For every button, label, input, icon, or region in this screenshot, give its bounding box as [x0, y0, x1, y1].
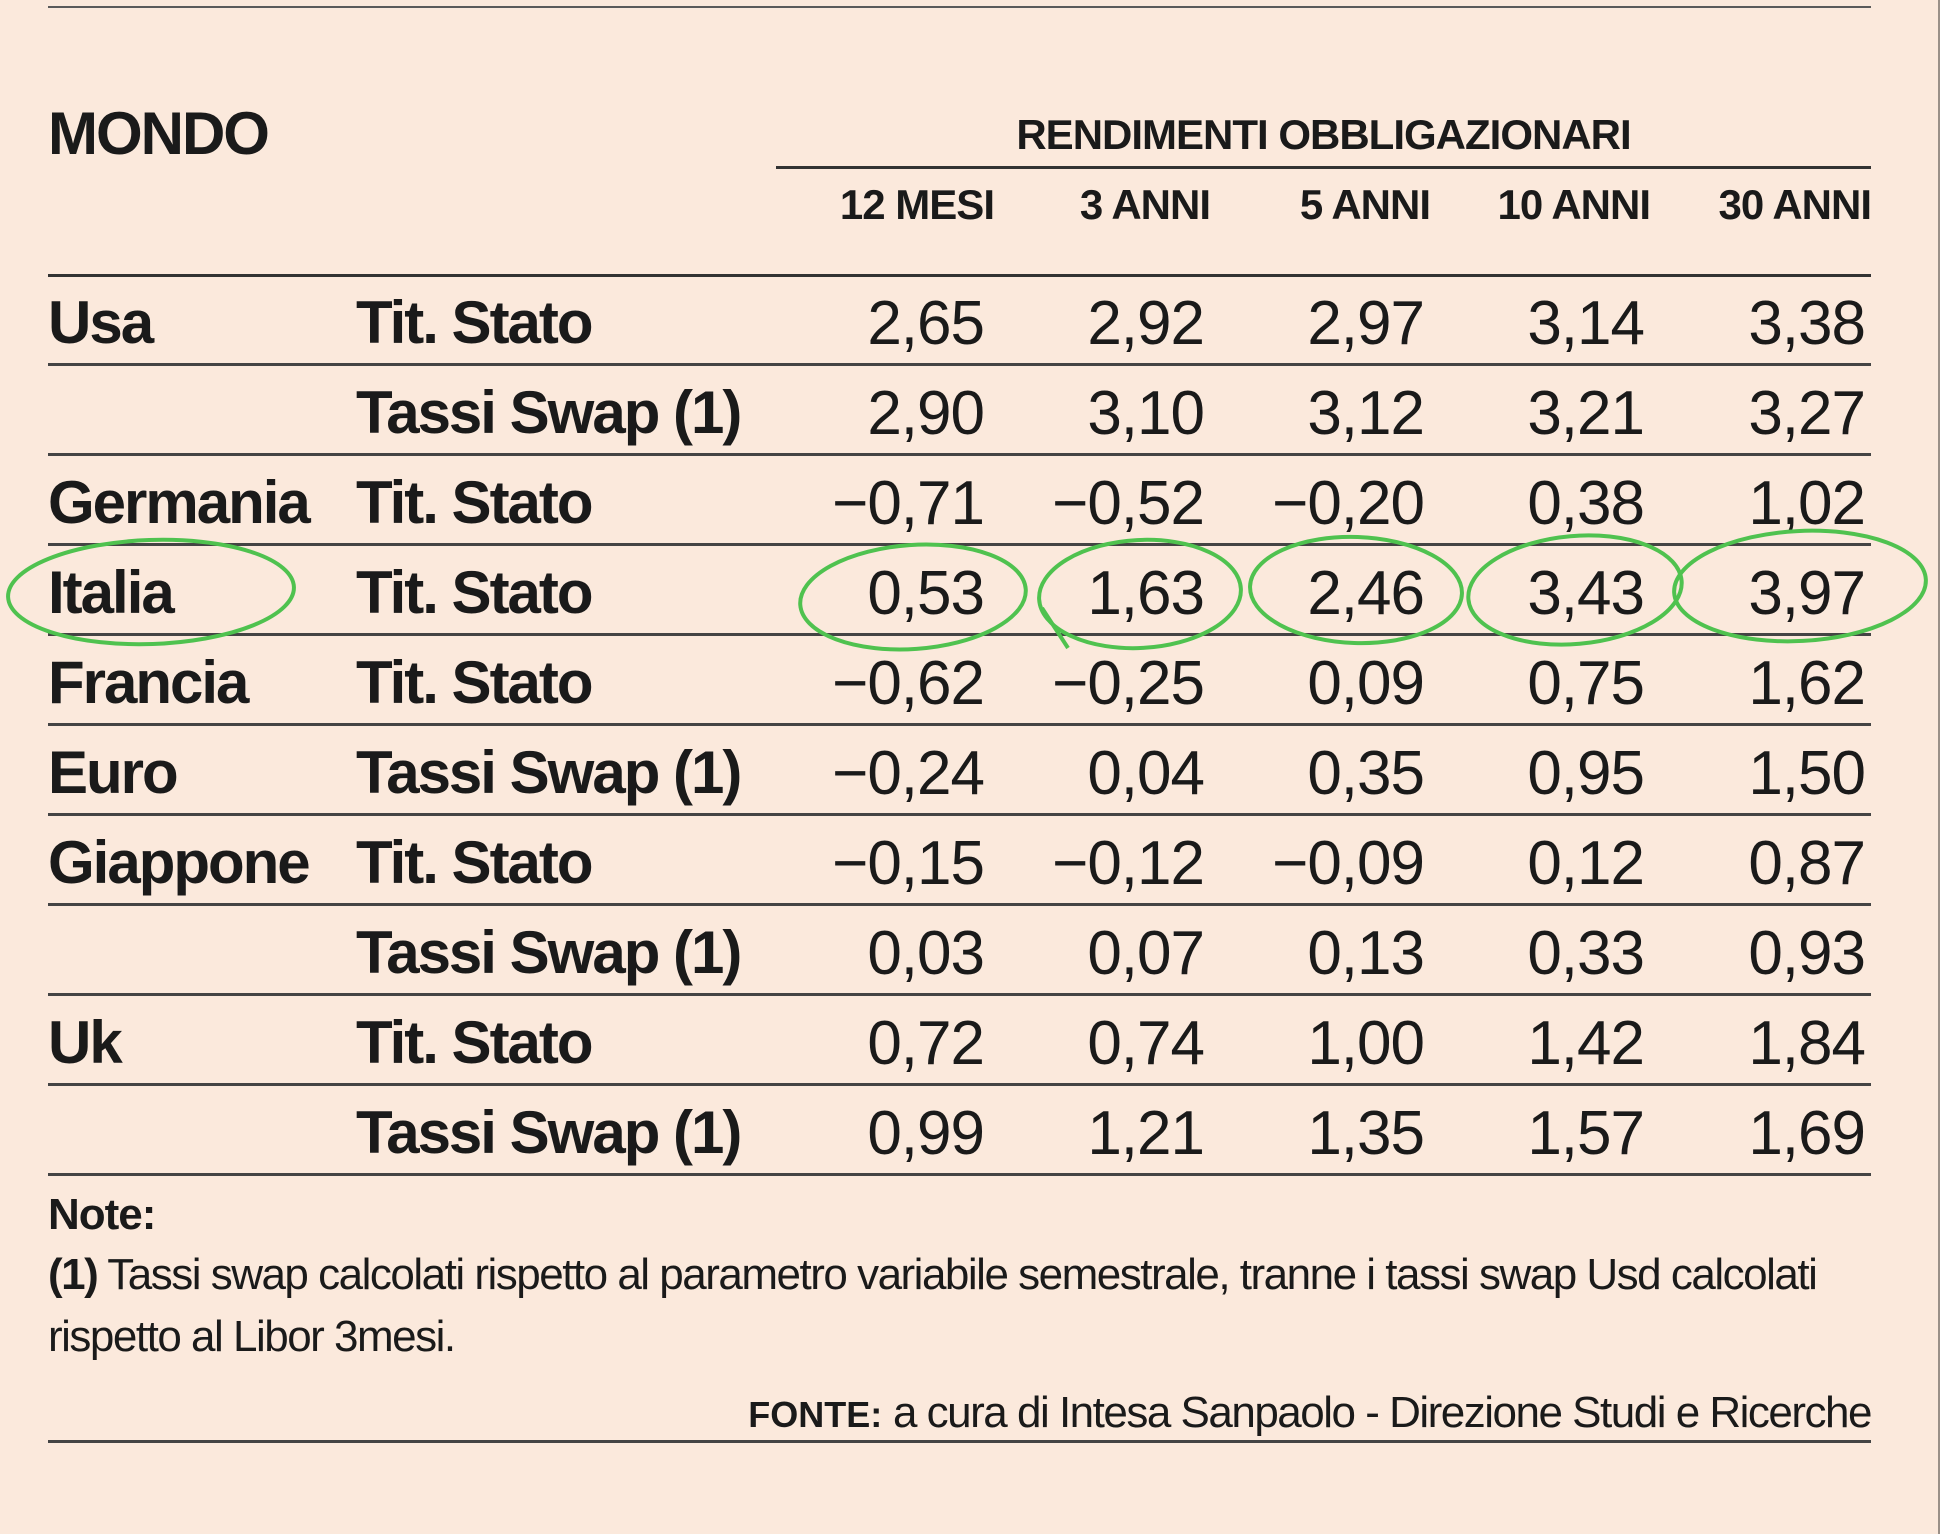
- top-rule: [48, 6, 1871, 8]
- table-cell: 1,42: [1527, 1009, 1645, 1078]
- row-country: Usa: [48, 289, 154, 356]
- source-label: FONTE:: [748, 1394, 883, 1435]
- table-cell: 0,53: [867, 559, 985, 628]
- table-cell: 0,35: [1307, 739, 1425, 808]
- table-cell: 0,74: [1087, 1009, 1205, 1078]
- table-cell: 2,65: [867, 289, 985, 358]
- table-cell: 3,97: [1748, 559, 1866, 628]
- table-row: Euro Tassi Swap (1) −0,24 0,04 0,35 0,95 1,50: [48, 726, 1871, 816]
- table-cell: 0,93: [1748, 919, 1866, 988]
- table-cell: 3,10: [1087, 379, 1205, 448]
- table-cell: 3,38: [1748, 289, 1866, 358]
- table-row: Uk Tit. Stato 0,72 0,74 1,00 1,42 1,84: [48, 996, 1871, 1086]
- table-cell: 1,02: [1748, 469, 1866, 538]
- column-header-3-anni: 3 ANNI: [1079, 181, 1211, 228]
- row-country: Italia: [48, 559, 175, 626]
- table-cell: 0,95: [1527, 739, 1645, 808]
- table-cell: 0,75: [1527, 649, 1645, 718]
- row-country: Giappone: [48, 829, 311, 896]
- row-country: Euro: [48, 739, 179, 806]
- table-row: Giappone Tit. Stato −0,15 −0,12 −0,09 0,12 0,8…: [48, 816, 1871, 906]
- row-instrument: Tassi Swap (1): [356, 379, 742, 446]
- column-header-10-anni: 10 ANNI: [1497, 181, 1652, 228]
- table-cell: 1,63: [1087, 559, 1205, 628]
- table-cell: −0,09: [1272, 829, 1425, 898]
- row-country: Germania: [48, 469, 311, 536]
- table-cell: 1,69: [1748, 1099, 1866, 1168]
- row-instrument: Tit. Stato: [356, 559, 594, 626]
- table-cell: 0,99: [867, 1099, 985, 1168]
- row-instrument: Tit. Stato: [356, 1009, 594, 1076]
- table-cell: 1,57: [1527, 1099, 1645, 1168]
- notes-marker: (1): [48, 1250, 99, 1299]
- source-line: FONTE: a cura di Intesa Sanpaolo - Direz…: [748, 1388, 1873, 1438]
- table-cell: −0,52: [1052, 469, 1205, 538]
- table-cell: 0,13: [1307, 919, 1425, 988]
- row-instrument: Tassi Swap (1): [356, 1099, 742, 1166]
- table-cell: 3,21: [1527, 379, 1645, 448]
- table-cell: 1,21: [1087, 1099, 1205, 1168]
- table-row: Usa Tit. Stato 2,65 2,92 2,97 3,14 3,38: [48, 276, 1871, 366]
- row-instrument: Tit. Stato: [356, 649, 594, 716]
- row-instrument: Tassi Swap (1): [356, 739, 742, 806]
- table-cell: 1,50: [1748, 739, 1866, 808]
- table-cell: −0,24: [832, 739, 985, 808]
- table-cell: 0,38: [1527, 469, 1645, 538]
- table-cell: 0,87: [1748, 829, 1866, 898]
- table-row: Tassi Swap (1) 0,99 1,21 1,35 1,57 1,69: [48, 1086, 1871, 1176]
- row-country: Francia: [48, 649, 249, 716]
- table-cell: 2,46: [1307, 559, 1425, 628]
- table-cell: −0,62: [832, 649, 985, 718]
- row-instrument: Tassi Swap (1): [356, 919, 742, 986]
- table-cell: −0,71: [832, 469, 985, 538]
- group-header-rule: [776, 166, 1871, 169]
- table-row: Italia Tit. Stato 0,53 1,63 2,46 3,43 3,97: [48, 546, 1871, 636]
- table-cell: 0,03: [867, 919, 985, 988]
- table-row: Tassi Swap (1) 0,03 0,07 0,13 0,33 0,93: [48, 906, 1871, 996]
- table-cell: 3,12: [1307, 379, 1425, 448]
- column-header-12-mesi: 12 MESI: [839, 181, 995, 228]
- table-cell: 0,72: [867, 1009, 985, 1078]
- table-cell: 1,00: [1307, 1009, 1425, 1078]
- group-header: RENDIMENTI OBBLIGAZIONARI: [1016, 111, 1631, 158]
- table-cell: 0,33: [1527, 919, 1645, 988]
- notes-body: Tassi swap calcolati rispetto al paramet…: [48, 1250, 1818, 1361]
- header-rule: [48, 274, 1871, 277]
- table-row: Germania Tit. Stato −0,71 −0,52 −0,20 0,38 1,0…: [48, 456, 1871, 546]
- table-cell: 3,27: [1748, 379, 1866, 448]
- row-instrument: Tit. Stato: [356, 469, 594, 536]
- table-cell: −0,15: [832, 829, 985, 898]
- table-cell: −0,12: [1052, 829, 1205, 898]
- page-right-border: [1938, 0, 1940, 1534]
- table-cell: 3,14: [1527, 289, 1645, 358]
- table-cell: 0,04: [1087, 739, 1205, 808]
- table-cell: 3,43: [1527, 559, 1645, 628]
- table-cell: −0,25: [1052, 649, 1205, 718]
- table-cell: 0,12: [1527, 829, 1645, 898]
- row-instrument: Tit. Stato: [356, 829, 594, 896]
- table-cell: 0,07: [1087, 919, 1205, 988]
- table-row: Tassi Swap (1) 2,90 3,10 3,12 3,21 3,27: [48, 366, 1871, 456]
- table-row: Francia Tit. Stato −0,62 −0,25 0,09 0,75 1,62: [48, 636, 1871, 726]
- table-cell: 1,35: [1307, 1099, 1425, 1168]
- row-instrument: Tit. Stato: [356, 289, 594, 356]
- table-cell: 2,92: [1087, 289, 1205, 358]
- section-title: MONDO: [48, 100, 270, 167]
- notes-title: Note:: [48, 1190, 156, 1239]
- notes-text: (1) Tassi swap calcolati rispetto al par…: [48, 1244, 1878, 1368]
- bottom-rule: [48, 1440, 1871, 1443]
- column-header-5-anni: 5 ANNI: [1299, 181, 1431, 228]
- table-cell: 0,09: [1307, 649, 1425, 718]
- table-cell: 2,97: [1307, 289, 1425, 358]
- row-country: Uk: [48, 1009, 123, 1076]
- table-cell: 1,62: [1748, 649, 1866, 718]
- table-cell: 2,90: [867, 379, 985, 448]
- column-header-30-anni: 30 ANNI: [1718, 181, 1873, 228]
- table-cell: 1,84: [1748, 1009, 1866, 1078]
- source-text: a cura di Intesa Sanpaolo - Direzione St…: [892, 1388, 1873, 1437]
- table-cell: −0,20: [1272, 469, 1425, 538]
